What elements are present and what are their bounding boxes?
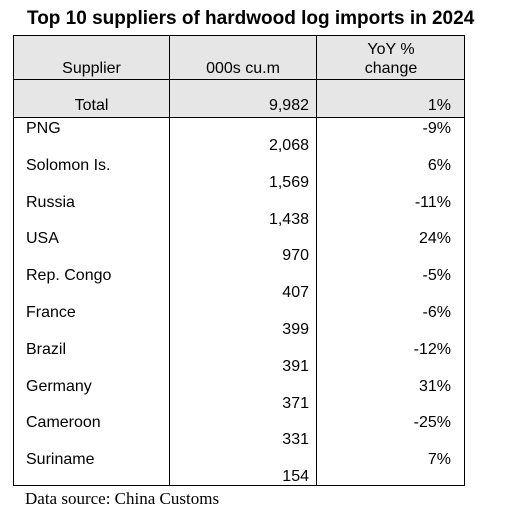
row-yoy: -25%: [413, 414, 451, 432]
row-volume: 154: [282, 468, 309, 486]
total-band: [14, 80, 464, 118]
row-supplier: Solomon Is.: [26, 156, 111, 174]
row-yoy: -12%: [413, 340, 451, 358]
data-source: Data source: China Customs: [25, 489, 220, 508]
supplier-table: Supplier 000s cu.m YoY % change Total 9,…: [13, 35, 465, 486]
header-yoy-line2: change: [364, 60, 418, 77]
header-band: [14, 36, 464, 80]
row-yoy: 6%: [427, 156, 451, 174]
row-volume: 391: [282, 357, 309, 375]
header-supplier: Supplier: [62, 60, 121, 77]
header-volume: 000s cu.m: [206, 60, 280, 77]
row-supplier: Brazil: [26, 340, 67, 358]
row-yoy: -9%: [422, 120, 451, 137]
column-divider-1: [169, 36, 170, 485]
row-supplier: Russia: [26, 193, 75, 211]
row-supplier: Germany: [26, 377, 92, 395]
row-volume: 371: [282, 394, 309, 412]
row-volume: 331: [282, 431, 309, 449]
chart-title: Top 10 suppliers of hardwood log imports…: [27, 8, 475, 29]
row-supplier: Cameroon: [26, 414, 101, 432]
row-supplier: USA: [26, 230, 59, 248]
column-divider-2: [316, 36, 317, 485]
row-yoy: -5%: [422, 267, 451, 285]
row-supplier: France: [26, 304, 76, 321]
header-yoy-line1: YoY %: [367, 41, 415, 58]
row-volume: 970: [282, 247, 309, 265]
row-supplier: Rep. Congo: [26, 267, 112, 285]
row-volume: 407: [282, 284, 309, 302]
row-volume: 1,569: [268, 173, 309, 191]
row-yoy: 31%: [418, 377, 451, 395]
row-volume: 1,438: [268, 210, 309, 228]
row-volume: 399: [282, 321, 309, 338]
row-yoy: -11%: [414, 193, 451, 211]
row-yoy: -6%: [422, 304, 451, 321]
row-supplier: PNG: [26, 120, 61, 137]
row-volume: 2,068: [268, 137, 309, 154]
row-yoy: 24%: [418, 230, 451, 248]
row-yoy: 7%: [427, 451, 451, 469]
total-volume: 9,982: [268, 97, 309, 114]
total-label: Total: [74, 97, 109, 114]
total-yoy: 1%: [427, 97, 451, 114]
row-supplier: Suriname: [26, 451, 95, 469]
